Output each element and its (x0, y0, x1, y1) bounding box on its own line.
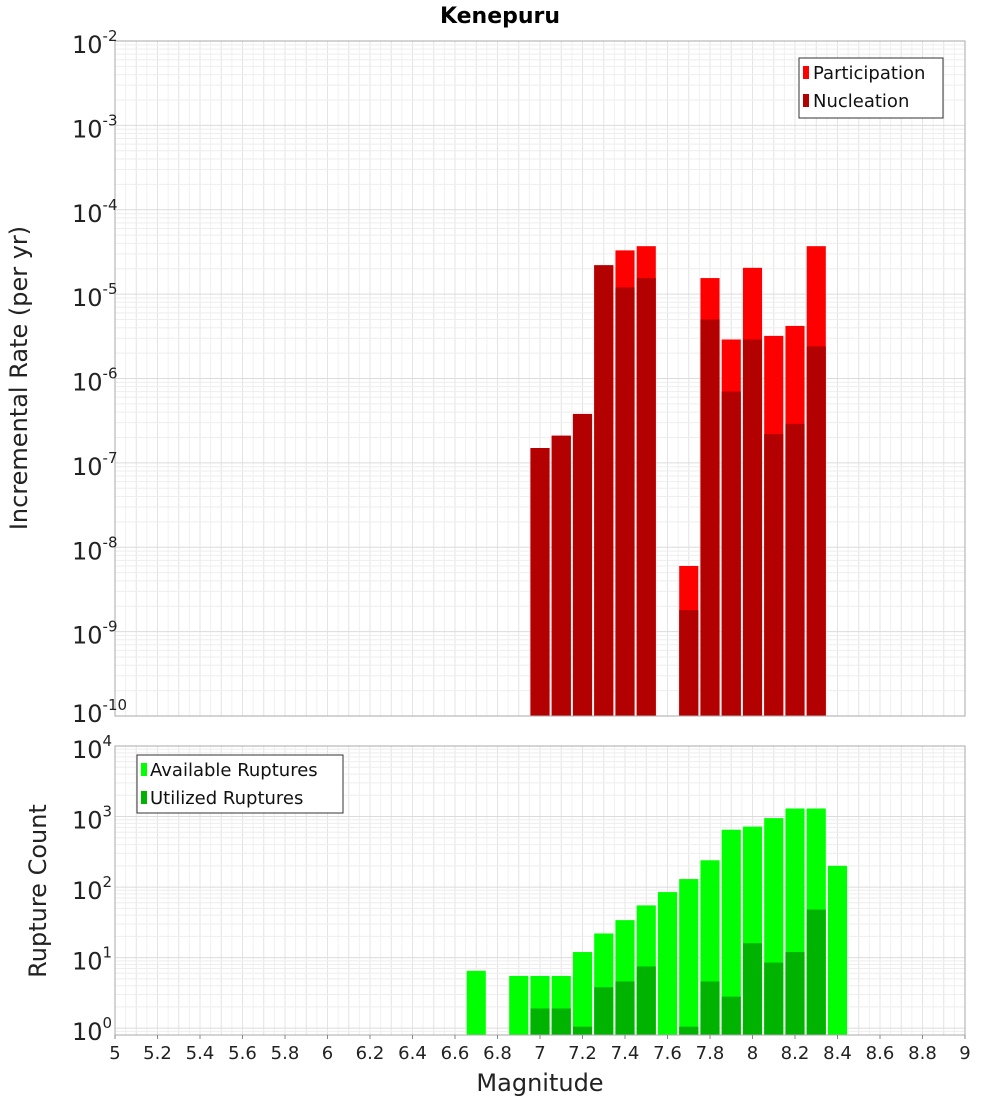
nucleation-bar (785, 423, 805, 716)
x-tick-label: 8 (747, 1043, 758, 1064)
y-tick-label: 103 (72, 803, 112, 835)
utilized-bar (785, 952, 805, 1035)
utilized-bar (700, 981, 720, 1035)
rate-y-axis-label: Incremental Rate (per yr) (5, 226, 33, 530)
rate-plot-border (114, 40, 966, 717)
count-panel: 104 103 102 101 100 5 5.2 5.4 5.6 5.8 6 6.2 6.4 6.6 6… (24, 732, 971, 1097)
x-tick-label: 7.6 (653, 1043, 682, 1064)
available-bar (679, 879, 699, 1035)
utilized-bar (572, 1026, 593, 1035)
rate-legend: Participation Nucleation (798, 57, 944, 119)
nucleation-bars (530, 265, 826, 716)
utilized-bar (806, 909, 826, 1035)
y-tick-label: 102 (72, 873, 112, 905)
count-legend: Available Ruptures Utilized Ruptures (136, 754, 344, 814)
y-tick-label: 10-5 (72, 280, 118, 312)
nucleation-bar (594, 265, 614, 716)
legend-swatch-nucleation (803, 94, 809, 107)
y-tick-label: 104 (72, 732, 112, 764)
y-tick-label: 10-8 (72, 533, 118, 565)
nucleation-bar (636, 278, 656, 716)
legend-label-nucleation: Nucleation (813, 91, 909, 112)
y-tick-label: 10-10 (72, 696, 127, 728)
available-bar (721, 829, 741, 1035)
x-tick-label: 8.6 (866, 1043, 895, 1064)
utilized-bar (551, 1008, 571, 1035)
available-bar (827, 865, 848, 1035)
nucleation-bar (551, 435, 571, 716)
rate-panel: 10-2 10-3 10-4 10-5 10-6 10-7 10-8 10-9 10-10 In… (5, 27, 966, 728)
nucleation-bar (764, 433, 784, 716)
x-tick-label: 8.8 (908, 1043, 937, 1064)
utilized-bar (764, 962, 784, 1035)
nucleation-bar (700, 319, 720, 716)
x-tick-label: 7 (534, 1043, 545, 1064)
nucleation-bar (679, 610, 699, 716)
x-axis-label: Magnitude (476, 1069, 603, 1097)
x-tick-label: 8.2 (781, 1043, 810, 1064)
legend-label-participation: Participation (813, 63, 925, 84)
x-tick-label: 6.2 (356, 1043, 385, 1064)
available-bar (466, 970, 486, 1035)
x-tick-label: 7.8 (696, 1043, 725, 1064)
count-x-ticks: 5 5.2 5.4 5.6 5.8 6 6.2 6.4 6.6 6.8 7 7.2 7.4 7.6 7.8 8… (109, 1035, 971, 1064)
nucleation-bar (742, 339, 763, 716)
x-tick-label: 7.4 (611, 1043, 640, 1064)
nucleation-bar (806, 346, 826, 716)
rate-legend-box (798, 57, 944, 119)
x-tick-label: 5.4 (186, 1043, 215, 1064)
nucleation-bar (615, 287, 635, 716)
y-tick-label: 10-7 (72, 449, 118, 481)
count-y-axis-label: Rupture Count (24, 804, 52, 978)
y-tick-label: 10-4 (72, 196, 118, 228)
available-bar (509, 975, 529, 1035)
y-tick-label: 100 (72, 1014, 112, 1046)
x-tick-label: 8.4 (823, 1043, 852, 1064)
y-tick-label: 10-3 (72, 111, 118, 143)
utilized-bar (742, 943, 763, 1035)
utilized-bar (530, 1008, 550, 1035)
x-tick-label: 5.2 (143, 1043, 172, 1064)
rate-grid (114, 41, 966, 717)
utilized-bar (594, 987, 614, 1035)
x-tick-label: 5.8 (271, 1043, 300, 1064)
legend-label-utilized: Utilized Ruptures (150, 788, 303, 809)
legend-swatch-participation (803, 66, 809, 79)
x-tick-label: 6 (322, 1043, 333, 1064)
nucleation-bar (530, 448, 550, 716)
nucleation-bar (572, 413, 593, 716)
x-tick-label: 5 (109, 1043, 120, 1064)
y-tick-label: 10-2 (72, 27, 118, 59)
utilized-bar (721, 996, 741, 1035)
available-bar (572, 952, 593, 1035)
x-tick-label: 6.6 (441, 1043, 470, 1064)
rate-y-ticks: 10-2 10-3 10-4 10-5 10-6 10-7 10-8 10-9 10-10 (72, 27, 127, 728)
chart-title: Kenepuru (440, 4, 560, 29)
count-y-ticks: 104 103 102 101 100 (72, 732, 112, 1046)
utilized-bar (636, 966, 656, 1035)
legend-swatch-utilized (141, 791, 147, 804)
x-tick-label: 5.6 (228, 1043, 257, 1064)
legend-swatch-available (141, 763, 147, 776)
count-legend-box (136, 754, 344, 814)
y-tick-label: 10-6 (72, 365, 118, 397)
x-tick-label: 6.4 (398, 1043, 427, 1064)
available-bar (657, 892, 678, 1035)
y-tick-label: 10-9 (72, 618, 118, 650)
x-tick-label: 7.2 (568, 1043, 597, 1064)
y-tick-label: 101 (72, 944, 112, 976)
utilized-bars (530, 909, 826, 1035)
x-tick-label: 6.8 (483, 1043, 512, 1064)
utilized-bar (615, 981, 635, 1035)
x-tick-label: 9 (959, 1043, 970, 1064)
utilized-bar (679, 1026, 699, 1035)
nucleation-bar (721, 391, 741, 716)
legend-label-available: Available Ruptures (150, 760, 318, 781)
